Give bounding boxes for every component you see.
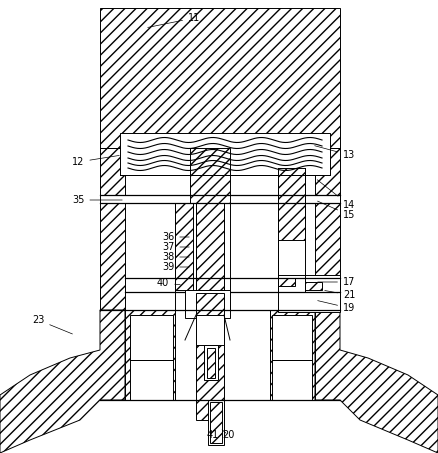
Bar [190,148,230,203]
Bar [278,292,340,312]
Text: 35: 35 [72,195,122,205]
Bar [315,148,340,310]
Text: 17: 17 [318,277,355,287]
Bar [130,360,173,400]
Bar [272,360,312,400]
Text: 11: 11 [148,13,200,28]
Text: 38: 38 [162,252,189,262]
Bar [120,133,330,175]
Text: 21: 21 [325,290,355,300]
Bar [204,345,218,380]
Bar [207,348,215,378]
Bar [100,8,340,148]
Bar [278,168,305,203]
Bar [196,315,224,345]
Bar [305,282,322,290]
Bar [125,310,175,400]
Bar [210,402,222,443]
Bar [278,278,295,286]
Bar [100,148,125,310]
Text: 12: 12 [72,155,119,167]
Text: 13: 13 [314,146,355,160]
Bar [130,315,173,360]
Text: 41: 41 [207,430,219,440]
Text: 20: 20 [222,430,234,440]
Text: 37: 37 [162,242,189,252]
Text: 39: 39 [162,262,189,272]
Text: 23: 23 [32,315,72,334]
Bar [196,293,224,315]
Text: 36: 36 [162,232,189,242]
Text: 40: 40 [157,278,180,288]
Bar [278,275,340,292]
Bar [196,290,224,420]
Bar [208,400,224,445]
Text: 19: 19 [318,301,355,313]
Bar [278,203,305,240]
Bar [270,310,315,400]
Text: 14: 14 [317,180,355,210]
Bar [230,203,278,310]
Bar [100,195,340,203]
Text: 15: 15 [318,201,355,220]
Bar [175,203,193,290]
Bar [185,290,230,318]
Bar [125,203,175,310]
Bar [272,315,312,360]
Bar [196,203,224,290]
